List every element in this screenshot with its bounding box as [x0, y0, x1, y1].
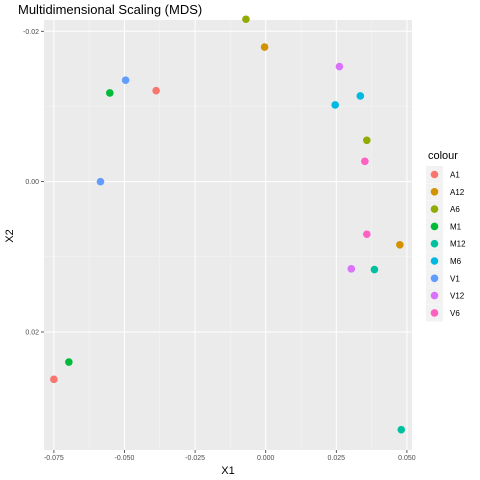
y-tick-label: -0.02 [23, 29, 39, 36]
legend-key-v12 [430, 291, 439, 300]
legend-label-a12: A12 [450, 188, 465, 197]
major-gridlines [44, 20, 412, 450]
legend: colour A1 A12 A6 M1 M12 M6 V1 V12 V6 [426, 150, 466, 322]
x-tick-label: 0.025 [328, 455, 346, 462]
data-point-m12 [397, 425, 406, 434]
legend-key-a1 [430, 170, 439, 179]
x-tick-label: 0.050 [398, 455, 416, 462]
legend-title: colour [428, 150, 458, 162]
legend-label-m12: M12 [450, 240, 466, 249]
x-tick-label: -0.025 [185, 455, 205, 462]
chart-title: Multidimensional Scaling (MDS) [18, 2, 202, 17]
legend-label-a1: A1 [450, 171, 460, 180]
data-point-a1 [50, 375, 58, 384]
data-point-m1 [65, 358, 73, 366]
legend-key-a12 [430, 188, 439, 196]
x-tick-label: 0.000 [257, 455, 275, 462]
x-axis-ticks: -0.075 -0.050 -0.025 0.000 0.025 0.050 [44, 450, 416, 462]
legend-items: A1 A12 A6 M1 M12 M6 V1 V12 V6 [426, 166, 466, 322]
legend-key-m6 [430, 257, 439, 265]
data-point-v12 [335, 62, 344, 71]
legend-key-v6 [430, 309, 439, 317]
legend-key-m12 [430, 239, 439, 248]
data-point-v1 [96, 177, 105, 186]
y-axis-title: X2 [4, 229, 16, 242]
legend-key-m1 [430, 222, 439, 231]
legend-label-v6: V6 [450, 309, 460, 318]
legend-key-a6 [430, 205, 439, 213]
y-tick-label: 0.02 [25, 329, 39, 336]
minor-gridlines [44, 20, 412, 450]
y-tick-label: 0.00 [25, 179, 39, 186]
data-points [50, 15, 406, 434]
data-point-m1 [106, 89, 114, 97]
data-point-v12 [347, 265, 356, 273]
x-tick-label: -0.075 [44, 455, 64, 462]
data-point-m12 [370, 265, 379, 274]
data-point-a6 [363, 136, 371, 145]
legend-label-m1: M1 [450, 222, 462, 231]
data-point-a1 [152, 86, 160, 95]
data-point-v6 [361, 157, 369, 166]
legend-label-v1: V1 [450, 274, 460, 283]
legend-label-a6: A6 [450, 205, 460, 214]
data-point-v6 [363, 230, 371, 239]
data-point-m6 [356, 92, 365, 100]
legend-key-v1 [430, 274, 439, 283]
data-point-a6 [242, 15, 250, 24]
data-point-m6 [331, 101, 339, 109]
legend-label-v12: V12 [450, 292, 465, 301]
y-axis-ticks: -0.02 0.00 0.02 [23, 29, 44, 336]
data-point-a12 [260, 43, 269, 51]
plot-panel [44, 20, 412, 450]
x-axis-title: X1 [221, 465, 234, 477]
data-point-v1 [121, 76, 130, 84]
legend-label-m6: M6 [450, 257, 462, 266]
x-tick-label: -0.050 [115, 455, 135, 462]
data-point-a12 [396, 240, 404, 249]
